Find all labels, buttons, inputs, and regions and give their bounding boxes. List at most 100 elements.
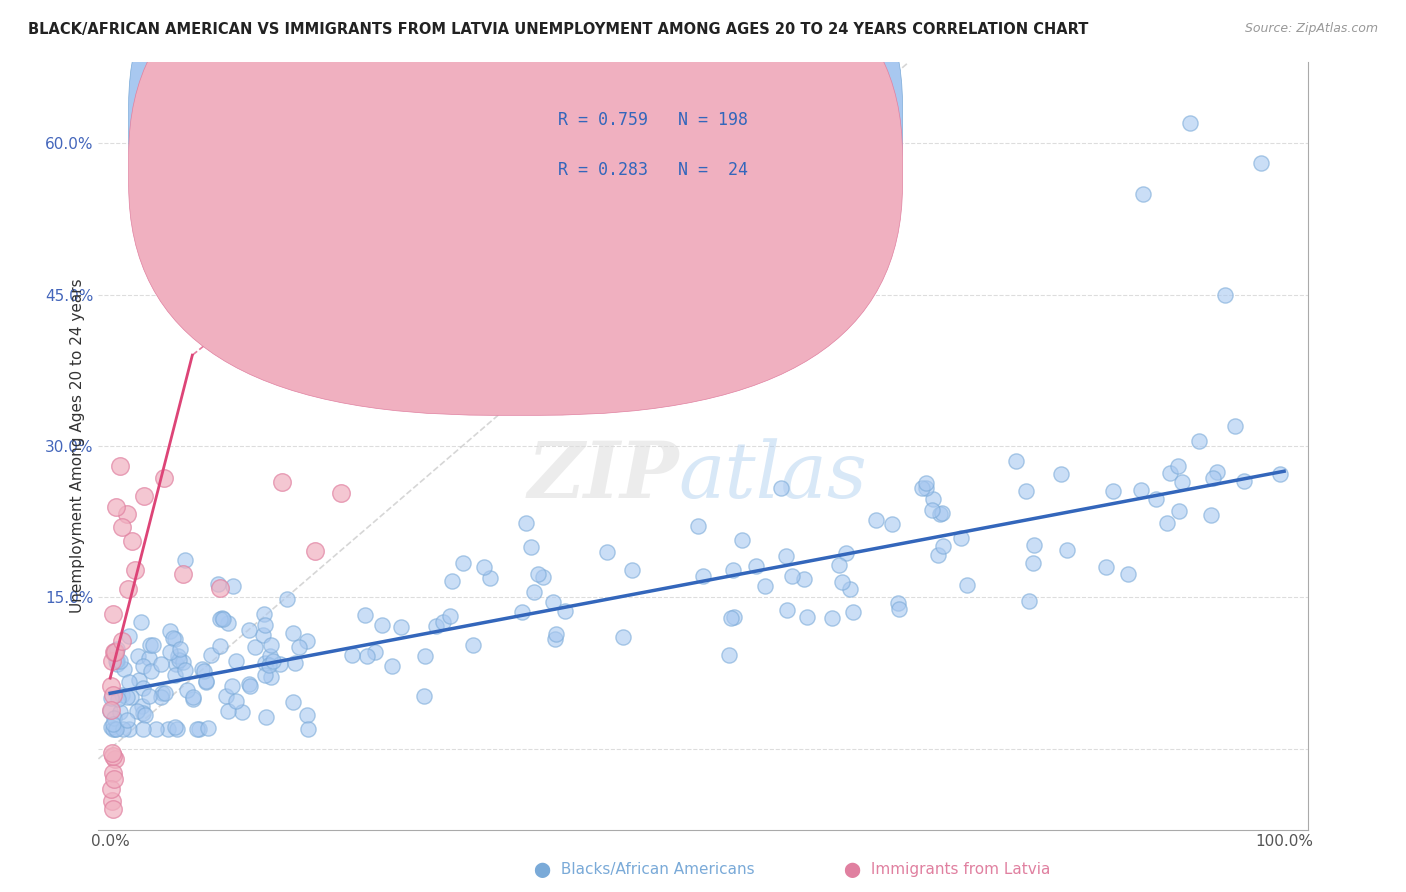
Point (127, 648, 149, 663)
Point (193, 665, 215, 679)
Point (949, 532, 972, 546)
Point (841, 606, 863, 620)
Point (1180, 116, 1202, 130)
Point (117, 582, 139, 596)
Point (775, 549, 797, 563)
Point (686, 519, 709, 533)
Point (821, 611, 844, 625)
Point (520, 540, 543, 554)
Point (956, 578, 979, 592)
Point (718, 648, 741, 663)
Point (132, 490, 155, 504)
Point (108, 654, 131, 668)
FancyBboxPatch shape (129, 0, 903, 366)
Point (831, 575, 853, 590)
Point (101, 802, 124, 816)
Point (100, 720, 122, 734)
Point (254, 668, 277, 682)
Point (165, 657, 187, 671)
Point (225, 653, 247, 667)
Point (692, 569, 714, 583)
Text: BLACK/AFRICAN AMERICAN VS IMMIGRANTS FROM LATVIA UNEMPLOYMENT AMONG AGES 20 TO 2: BLACK/AFRICAN AMERICAN VS IMMIGRANTS FRO… (28, 22, 1088, 37)
Point (100, 679, 122, 693)
Point (776, 603, 799, 617)
Point (720, 610, 742, 624)
Point (931, 506, 953, 520)
Point (612, 630, 634, 644)
Point (297, 722, 319, 736)
Point (105, 657, 128, 671)
Point (262, 655, 284, 669)
Point (596, 545, 619, 559)
Point (744, 559, 766, 574)
Point (167, 648, 190, 663)
Point (105, 643, 128, 657)
Point (191, 663, 214, 677)
Point (527, 566, 550, 581)
Point (124, 563, 146, 577)
Point (139, 664, 162, 678)
Point (1171, 475, 1194, 489)
Point (110, 705, 132, 719)
Point (510, 605, 533, 619)
Point (101, 794, 124, 808)
Point (107, 642, 129, 657)
Point (886, 596, 908, 610)
Point (211, 611, 233, 625)
Point (543, 595, 565, 609)
Point (921, 503, 943, 517)
Point (260, 670, 283, 684)
Point (531, 570, 554, 584)
Point (1167, 459, 1189, 474)
Point (253, 657, 276, 671)
Point (138, 650, 160, 665)
Point (796, 609, 818, 624)
Point (835, 546, 858, 560)
Point (238, 676, 260, 690)
Point (731, 533, 754, 548)
Point (252, 628, 274, 642)
Point (163, 668, 186, 682)
Point (103, 772, 125, 786)
Point (112, 662, 135, 676)
Text: ⬤  Immigrants from Latvia: ⬤ Immigrants from Latvia (844, 862, 1050, 878)
Point (174, 552, 197, 566)
Point (1268, 467, 1291, 481)
Point (172, 655, 194, 669)
Point (928, 507, 950, 521)
Point (389, 620, 412, 634)
Text: R = 0.759   N = 198: R = 0.759 N = 198 (558, 111, 748, 129)
Point (1144, 491, 1167, 506)
Point (128, 673, 150, 687)
Point (413, 648, 436, 663)
Point (1005, 454, 1028, 468)
Point (132, 722, 155, 736)
Point (125, 704, 148, 718)
Point (271, 475, 294, 489)
Point (159, 645, 181, 659)
Point (150, 690, 173, 704)
Point (100, 747, 122, 761)
Point (915, 481, 938, 495)
Point (780, 569, 803, 583)
Point (132, 706, 155, 720)
Point (723, 609, 745, 624)
Point (176, 683, 198, 698)
Text: ZIP: ZIP (527, 439, 679, 515)
Point (100, 782, 122, 797)
Point (356, 649, 378, 664)
Point (283, 694, 305, 708)
Point (197, 721, 219, 735)
Point (108, 459, 131, 474)
Point (231, 705, 253, 719)
Point (239, 679, 262, 693)
Point (139, 638, 162, 652)
Point (1199, 508, 1222, 522)
FancyBboxPatch shape (129, 0, 903, 416)
Point (838, 582, 860, 596)
Point (120, 690, 142, 704)
Point (1130, 483, 1153, 498)
Point (217, 615, 239, 630)
Point (207, 577, 229, 591)
Point (104, 645, 127, 659)
